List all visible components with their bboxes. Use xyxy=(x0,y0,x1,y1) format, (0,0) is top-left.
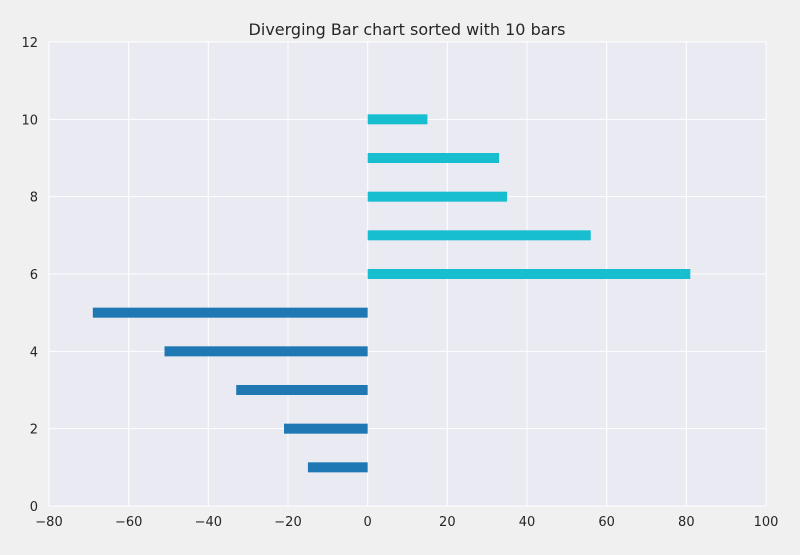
y-tick-label: 4 xyxy=(30,345,38,360)
y-tick-label: 0 xyxy=(30,500,38,515)
chart-title: Diverging Bar chart sorted with 10 bars xyxy=(249,20,566,39)
bar xyxy=(367,269,691,279)
x-tick-label: −40 xyxy=(195,515,222,530)
bars xyxy=(92,114,691,473)
bar xyxy=(307,462,368,473)
bar xyxy=(236,385,368,395)
x-tick-labels: −80 −60 −40 −20 0 20 40 60 80 100 xyxy=(35,515,778,530)
x-tick-label: 60 xyxy=(598,515,615,530)
bar xyxy=(284,423,368,434)
bar xyxy=(367,191,508,202)
y-tick-label: 6 xyxy=(30,268,38,283)
x-tick-label: 100 xyxy=(754,515,779,530)
y-tick-label: 10 xyxy=(21,113,38,128)
x-tick-label: −20 xyxy=(274,515,301,530)
y-tick-labels: 0 2 4 6 8 10 12 xyxy=(21,36,38,515)
bar xyxy=(367,230,591,241)
bar xyxy=(367,114,428,125)
x-tick-label: 0 xyxy=(364,515,372,530)
y-tick-label: 8 xyxy=(30,191,38,206)
x-tick-label: −60 xyxy=(115,515,142,530)
x-tick-label: −80 xyxy=(35,515,62,530)
y-tick-label: 12 xyxy=(21,36,38,51)
x-tick-label: 40 xyxy=(519,515,536,530)
y-tick-label: 2 xyxy=(30,423,38,438)
bar xyxy=(367,153,500,163)
bar xyxy=(164,346,368,357)
x-tick-label: 20 xyxy=(439,515,456,530)
bar xyxy=(92,307,368,318)
x-tick-label: 80 xyxy=(678,515,695,530)
